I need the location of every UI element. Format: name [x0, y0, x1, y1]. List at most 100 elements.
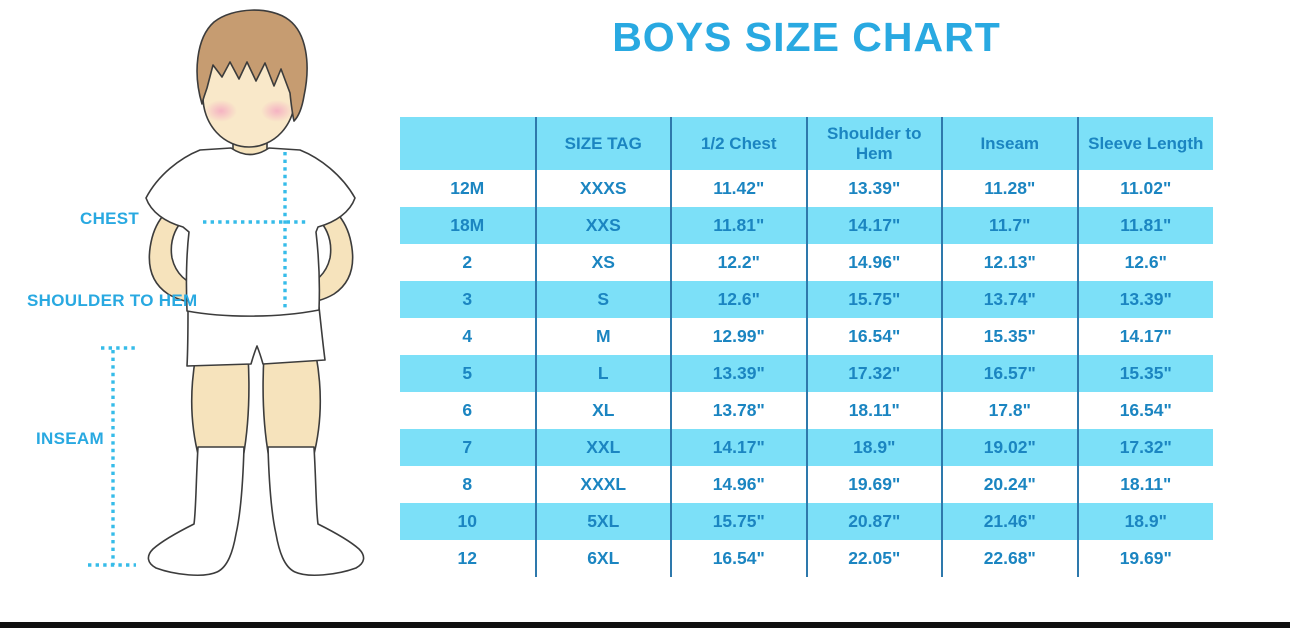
size-table-body: 12M XXXS 11.42" 13.39" 11.28" 11.02" 18M XXS 11.…: [400, 170, 1213, 577]
size-tag-cell: 5XL: [534, 503, 671, 540]
page-title: BOYS SIZE CHART: [612, 14, 1001, 60]
boy-right-leg: [262, 354, 321, 459]
boy-hair: [196, 9, 308, 122]
measurement-cell: 12.6": [670, 281, 807, 318]
measurement-cell: 19.69": [1076, 540, 1213, 577]
boy-right-sock: [267, 446, 365, 577]
size-table-head: SIZE TAG 1/2 Chest Shoulder to Hem Inseam Sl…: [400, 117, 1213, 170]
size-cell: 10: [400, 503, 536, 540]
measurement-cell: 15.35": [1076, 355, 1213, 392]
size-cell: 5: [400, 355, 536, 392]
measurement-cell: 11.42": [670, 170, 807, 207]
boy-tshirt: [145, 147, 356, 317]
measurement-cell: 14.96": [805, 244, 942, 281]
chest-label: CHEST: [80, 209, 140, 228]
size-tag-cell: XXXL: [534, 466, 671, 503]
measurement-cell: 16.57": [941, 355, 1078, 392]
measurement-cell: 13.39": [805, 170, 942, 207]
column-header: Inseam: [941, 117, 1078, 170]
measurement-cell: 13.39": [670, 355, 807, 392]
boy-blush-right: [261, 100, 293, 122]
boy-standing-front-illustration: [88, 9, 365, 577]
measurement-cell: 18.9": [805, 429, 942, 466]
column-header: SIZE TAG: [534, 117, 671, 170]
measurement-cell: 22.05": [805, 540, 942, 577]
column-header: Shoulder to Hem: [805, 117, 942, 170]
shoulder-to-hem-label: SHOULDER TO HEM: [27, 291, 198, 310]
measurement-cell: 12.99": [670, 318, 807, 355]
measurement-cell: 16.54": [670, 540, 807, 577]
measurement-cell: 15.35": [941, 318, 1078, 355]
measurement-cell: 17.32": [805, 355, 942, 392]
size-cell: 4: [400, 318, 536, 355]
size-tag-cell: 6XL: [534, 540, 671, 577]
measurement-cell: 16.54": [1076, 392, 1213, 429]
table-row: 6 XL 13.78" 18.11" 17.8" 16.54": [400, 392, 1213, 429]
boy-blush-left: [205, 100, 237, 122]
size-cell: 3: [400, 281, 536, 318]
measurement-cell: 18.11": [1076, 466, 1213, 503]
measurement-cell: 17.32": [1076, 429, 1213, 466]
measurement-cell: 11.7": [941, 207, 1078, 244]
size-tag-cell: XL: [534, 392, 671, 429]
boy-figure-panel: CHEST SHOULDER TO HEM INSEAM: [0, 0, 400, 633]
boy-left-leg: [191, 354, 250, 459]
measurement-cell: 18.9": [1076, 503, 1213, 540]
size-tag-cell: XS: [534, 244, 671, 281]
table-row: 8 XXXL 14.96" 19.69" 20.24" 18.11": [400, 466, 1213, 503]
measurement-cell: 14.17": [805, 207, 942, 244]
table-row: 5 L 13.39" 17.32" 16.57" 15.35": [400, 355, 1213, 392]
measurement-cell: 11.81": [670, 207, 807, 244]
size-table-header-row: SIZE TAG 1/2 Chest Shoulder to Hem Inseam Sl…: [400, 117, 1213, 170]
size-cell: 6: [400, 392, 536, 429]
size-cell: 8: [400, 466, 536, 503]
column-header: Sleeve Length: [1076, 117, 1213, 170]
size-tag-cell: XXXS: [534, 170, 671, 207]
measurement-cell: 21.46": [941, 503, 1078, 540]
table-row: 18M XXS 11.81" 14.17" 11.7" 11.81": [400, 207, 1213, 244]
size-tag-cell: S: [534, 281, 671, 318]
measurement-cell: 12.13": [941, 244, 1078, 281]
table-row: 12M XXXS 11.42" 13.39" 11.28" 11.02": [400, 170, 1213, 207]
measurement-cell: 13.78": [670, 392, 807, 429]
measurement-cell: 14.96": [670, 466, 807, 503]
measurement-cell: 11.28": [941, 170, 1078, 207]
size-table: SIZE TAG 1/2 Chest Shoulder to Hem Inseam Sl…: [400, 117, 1213, 577]
measurement-cell: 16.54": [805, 318, 942, 355]
measurement-cell: 15.75": [805, 281, 942, 318]
size-tag-cell: M: [534, 318, 671, 355]
size-cell: 12M: [400, 170, 536, 207]
table-row: 7 XXL 14.17" 18.9" 19.02" 17.32": [400, 429, 1213, 466]
table-row: 12 6XL 16.54" 22.05" 22.68" 19.69": [400, 540, 1213, 577]
measurement-cell: 11.81": [1076, 207, 1213, 244]
measurement-cell: 19.02": [941, 429, 1078, 466]
size-cell: 2: [400, 244, 536, 281]
boy-shorts: [186, 306, 326, 367]
size-tag-cell: XXS: [534, 207, 671, 244]
boy-left-sock: [147, 446, 245, 577]
measurement-cell: 12.6": [1076, 244, 1213, 281]
table-row: 3 S 12.6" 15.75" 13.74" 13.39": [400, 281, 1213, 318]
size-cell: 12: [400, 540, 536, 577]
table-row: 10 5XL 15.75" 20.87" 21.46" 18.9": [400, 503, 1213, 540]
column-header: 1/2 Chest: [670, 117, 807, 170]
measurement-cell: 12.2": [670, 244, 807, 281]
size-tag-cell: L: [534, 355, 671, 392]
table-row: 4 M 12.99" 16.54" 15.35" 14.17": [400, 318, 1213, 355]
boy-left-arm: [148, 195, 204, 304]
measurement-cell: 22.68": [941, 540, 1078, 577]
measurement-cell: 20.87": [805, 503, 942, 540]
measurement-cell: 11.02": [1076, 170, 1213, 207]
measurement-cell: 15.75": [670, 503, 807, 540]
measurement-cell: 19.69": [805, 466, 942, 503]
table-row: 2 XS 12.2" 14.96" 12.13" 12.6": [400, 244, 1213, 281]
size-tag-cell: XXL: [534, 429, 671, 466]
measurement-cell: 13.39": [1076, 281, 1213, 318]
column-header: [400, 117, 536, 170]
measurement-cell: 18.11": [805, 392, 942, 429]
measurement-cell: 17.8": [941, 392, 1078, 429]
measurement-cell: 13.74": [941, 281, 1078, 318]
measurement-cell: 20.24": [941, 466, 1078, 503]
measurement-cell: 14.17": [1076, 318, 1213, 355]
